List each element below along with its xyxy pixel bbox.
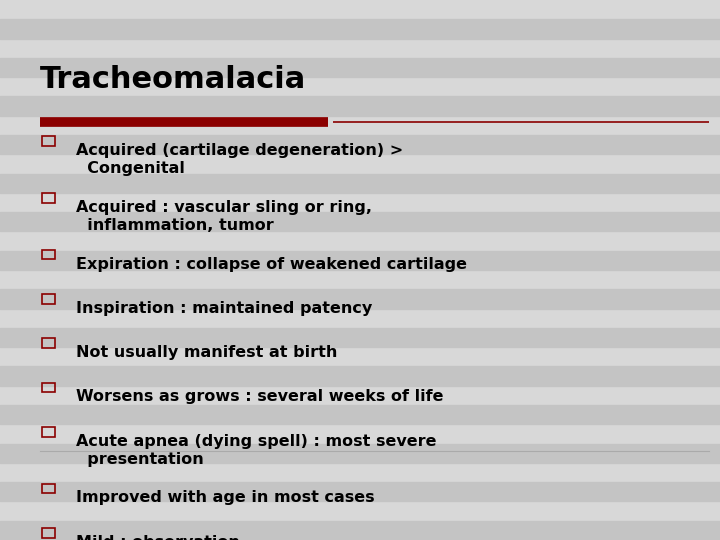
Text: Improved with age in most cases: Improved with age in most cases	[76, 490, 374, 505]
Bar	[0, 251, 720, 270]
Text: Worsens as grows : several weeks of life: Worsens as grows : several weeks of life	[76, 389, 443, 404]
Bar	[0, 482, 720, 502]
Bar	[0, 521, 720, 540]
Text: Acquired : vascular sling or ring,
  inflammation, tumor: Acquired : vascular sling or ring, infla…	[76, 200, 372, 233]
Bar	[0, 405, 720, 424]
Bar	[0, 135, 720, 154]
Text: Acute apnea (dying spell) : most severe
  presentation: Acute apnea (dying spell) : most severe …	[76, 434, 436, 467]
Bar	[0, 443, 720, 463]
Bar	[0, 19, 720, 38]
Bar	[0, 97, 720, 116]
Text: Tracheomalacia: Tracheomalacia	[40, 65, 306, 94]
Bar	[0, 173, 720, 193]
Bar	[0, 58, 720, 77]
Bar	[0, 328, 720, 347]
Text: Mild : observation: Mild : observation	[76, 535, 240, 540]
Text: Not usually manifest at birth: Not usually manifest at birth	[76, 345, 337, 360]
Bar	[0, 289, 720, 308]
Text: Expiration : collapse of weakened cartilage: Expiration : collapse of weakened cartil…	[76, 256, 467, 272]
Text: Inspiration : maintained patency: Inspiration : maintained patency	[76, 301, 372, 316]
Bar	[0, 367, 720, 386]
Bar	[0, 212, 720, 232]
Text: Acquired (cartilage degeneration) >
  Congenital: Acquired (cartilage degeneration) > Cong…	[76, 143, 403, 176]
